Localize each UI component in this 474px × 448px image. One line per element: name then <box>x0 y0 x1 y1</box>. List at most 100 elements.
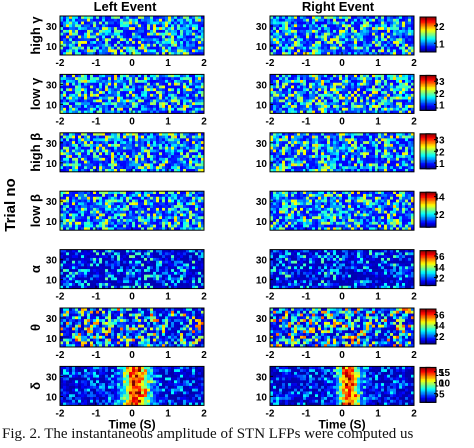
colorbar-tick-label: 1 <box>439 101 445 112</box>
colorbar-tick-label: 2 <box>439 147 445 158</box>
y-tick-label: 10 <box>256 392 268 403</box>
colorbar: 642 <box>425 250 445 287</box>
x-tick-label: 1 <box>375 408 381 419</box>
x-tick-label: 2 <box>201 408 207 419</box>
band-label: high γ <box>28 16 43 55</box>
y-tick-label: 10 <box>256 334 268 345</box>
x-tick-label: 1 <box>165 116 171 127</box>
x-tick-label: 2 <box>201 58 207 69</box>
x-axis-label: Time (S) <box>108 417 155 431</box>
y-tick-label: 10 <box>46 100 58 111</box>
colorbar-tick-label: 2 <box>439 274 445 285</box>
x-tick-label: 0 <box>339 116 345 127</box>
x-tick-label: 2 <box>201 350 207 361</box>
heatmap-panel: 30 10 <box>46 132 205 173</box>
heatmap-panel: 30 10 -2 -1 0 1 2 <box>256 15 417 69</box>
x-tick-label: -2 <box>266 350 275 361</box>
y-tick-label: 30 <box>256 22 268 33</box>
colorbar-tick-label: 4 <box>439 263 445 274</box>
colorbar-tick-label: 3 <box>439 136 445 147</box>
x-tick-label: 0 <box>129 116 135 127</box>
heatmap-panel: 30 10 -2 -1 0 1 2 <box>256 307 417 361</box>
x-tick-label: 1 <box>375 292 381 303</box>
heatmap-panel: 30 10 -2 -1 0 1 2 <box>46 73 207 127</box>
x-tick-label: -1 <box>302 408 311 419</box>
y-tick-label: 10 <box>256 100 268 111</box>
x-tick-label: -1 <box>302 58 311 69</box>
x-tick-label: -1 <box>92 292 101 303</box>
heatmap-panel: 30 10 <box>46 190 205 231</box>
column-title-right: Right Event <box>302 0 375 14</box>
x-tick-label: 1 <box>165 292 171 303</box>
y-tick-label: 30 <box>256 314 268 325</box>
heatmap-panel: 30 10 -2 -1 0 1 2 <box>46 15 207 69</box>
heatmap-panel: 30 10 <box>256 132 415 173</box>
x-tick-label: -1 <box>302 350 311 361</box>
x-tick-label: 0 <box>129 408 135 419</box>
x-tick-label: 1 <box>375 116 381 127</box>
x-tick-label: -1 <box>92 408 101 419</box>
x-tick-label: -2 <box>56 292 65 303</box>
heatmap-panel: 30 10 -2 -1 0 1 2 <box>256 249 417 303</box>
x-tick-label: -2 <box>266 292 275 303</box>
y-tick-label: 10 <box>256 217 268 228</box>
colorbar: 42 <box>425 191 445 228</box>
colorbar-tick-label: 6 <box>439 310 445 321</box>
y-tick-label: 10 <box>46 334 58 345</box>
x-tick-label: 0 <box>339 292 345 303</box>
y-tick-label: 30 <box>46 139 58 150</box>
x-tick-label: 2 <box>411 350 417 361</box>
y-tick-label: 10 <box>46 392 58 403</box>
x-axis-label: Time (S) <box>318 417 365 431</box>
x-tick-label: 2 <box>411 408 417 419</box>
x-tick-label: 0 <box>129 292 135 303</box>
heatmap-panel: 30 10 -2 -1 0 1 2 Time (S) <box>256 365 417 431</box>
x-tick-label: -1 <box>302 116 311 127</box>
colorbar-tick-label: 2 <box>439 332 445 343</box>
y-tick-label: 10 <box>46 276 58 287</box>
x-tick-label: -2 <box>56 116 65 127</box>
band-label: α <box>28 265 43 273</box>
y-tick-label: 10 <box>46 217 58 228</box>
x-tick-label: -2 <box>266 116 275 127</box>
column-title-left: Left Event <box>94 0 158 14</box>
x-tick-label: -2 <box>56 408 65 419</box>
heatmap-panel: 30 10 -2 -1 0 1 2 <box>256 73 417 127</box>
y-tick-label: 10 <box>256 276 268 287</box>
y-tick-label: 10 <box>256 42 268 53</box>
colorbar-tick-label: 15 <box>439 368 451 379</box>
x-tick-label: 1 <box>375 350 381 361</box>
x-tick-label: 2 <box>411 58 417 69</box>
colorbar-tick-label: 10 <box>439 379 451 390</box>
colorbar-tick-label: 4 <box>439 193 445 204</box>
y-tick-label: 10 <box>256 159 268 170</box>
x-tick-label: 0 <box>339 350 345 361</box>
y-tick-label: 30 <box>256 80 268 91</box>
x-tick-label: 0 <box>339 58 345 69</box>
y-tick-label: 30 <box>256 139 268 150</box>
band-label: low γ <box>28 77 43 110</box>
y-tick-label: 30 <box>46 80 58 91</box>
x-tick-label: -2 <box>56 350 65 361</box>
y-tick-label: 30 <box>46 256 58 267</box>
x-tick-label: -2 <box>266 408 275 419</box>
colorbar-tick-label: 3 <box>439 77 445 88</box>
shared-ylabel: Trial no <box>2 178 19 231</box>
x-tick-label: 2 <box>201 292 207 303</box>
y-tick-label: 30 <box>46 314 58 325</box>
figure-caption: Fig. 2. The instantaneous amplitude of S… <box>2 426 414 442</box>
y-tick-label: 30 <box>46 22 58 33</box>
x-tick-label: 1 <box>165 408 171 419</box>
colorbar: 21 <box>425 16 445 53</box>
heatmap-panel: 30 10 <box>256 190 415 231</box>
x-tick-label: 0 <box>339 408 345 419</box>
y-tick-label: 30 <box>46 372 58 383</box>
y-tick-label: 10 <box>46 159 58 170</box>
y-tick-label: 30 <box>256 372 268 383</box>
colorbar-tick-label: 1 <box>439 159 445 170</box>
x-tick-label: 2 <box>411 292 417 303</box>
colorbar-tick-label: 2 <box>439 89 445 100</box>
band-label: δ <box>28 382 43 390</box>
colorbar-tick-label: 2 <box>439 210 445 221</box>
